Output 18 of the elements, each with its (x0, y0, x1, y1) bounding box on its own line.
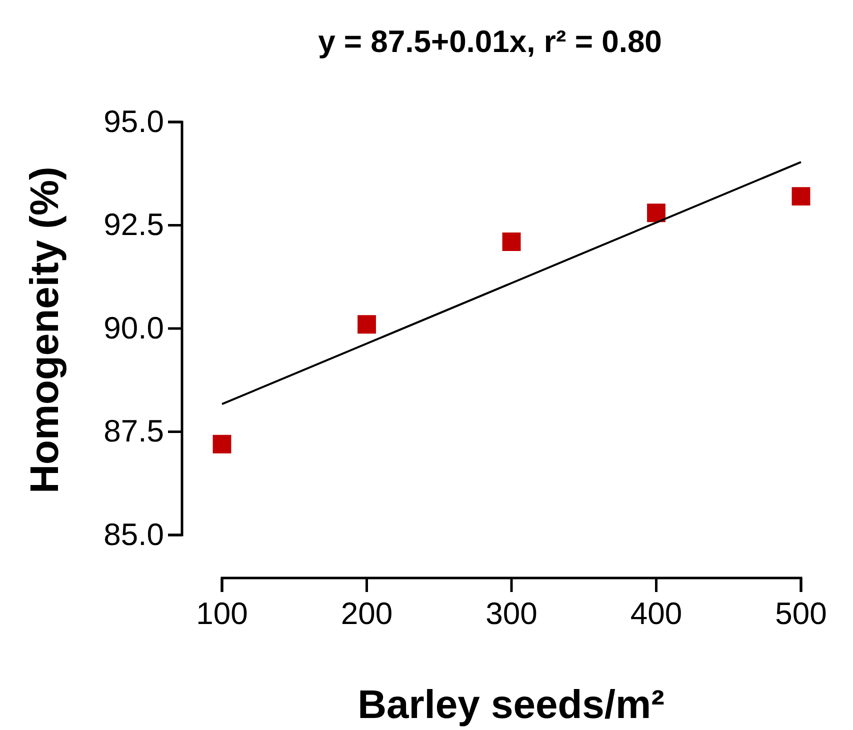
point (502, 232, 521, 251)
point (358, 315, 376, 334)
point (212, 434, 232, 454)
y-tick-label: 85.0 (104, 516, 164, 552)
y-tick-label: 92.5 (104, 207, 164, 242)
y-tick-label: 87.5 (104, 414, 164, 449)
y-tick-label: 90.0 (104, 310, 164, 346)
x-axis-title: Barley seeds/m² (358, 683, 664, 727)
x-tick-label: 200 (340, 596, 393, 632)
x-tick-label: 400 (630, 596, 682, 632)
chart-title: y = 87.5+0.01x, r² = 0.80 (318, 24, 662, 59)
x-tick-label: 500 (775, 596, 827, 632)
x-tick-label: 300 (486, 596, 538, 632)
y-axis-title: Homogeneity (%) (23, 166, 67, 494)
point (647, 204, 666, 222)
point (792, 187, 810, 206)
x-tick-label: 100 (196, 596, 248, 632)
y-tick-label: 95.0 (104, 104, 164, 139)
